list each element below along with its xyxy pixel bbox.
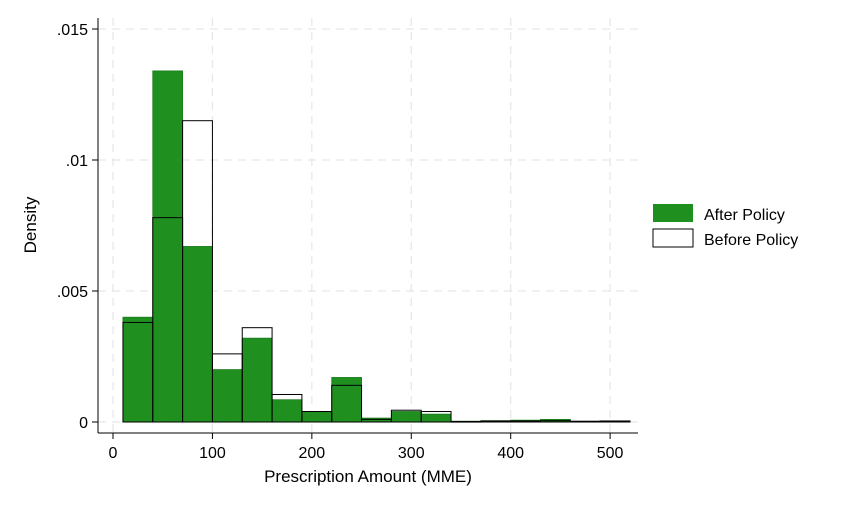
x-axis-label: Prescription Amount (MME) [264, 467, 472, 486]
after-policy-bar-0 [122, 316, 154, 423]
x-tick-label-1: 100 [199, 445, 226, 462]
after-policy-bar-2 [182, 246, 213, 423]
before-policy-bar-4 [241, 327, 273, 423]
before-policy-bar-10 [420, 411, 452, 423]
before-policy-bar-15 [569, 420, 601, 423]
x-axis-ticks: 0 100 200 300 400 500 [109, 433, 624, 462]
after-policy-bar-4 [241, 337, 273, 423]
x-tick-label-0: 0 [109, 445, 118, 462]
after-policy-bar-7 [331, 377, 362, 423]
y-tick-label-1: .005 [57, 284, 88, 301]
after-policy-bar-9 [390, 411, 422, 423]
after-policy-bar-5 [271, 399, 303, 423]
legend-label-before-policy: Before Policy [704, 232, 798, 249]
before-policy-bars [122, 120, 631, 423]
before-policy-bar-2 [182, 120, 213, 423]
y-tick-label-3: .015 [57, 22, 88, 39]
x-tick-label-5: 500 [597, 445, 624, 462]
x-tick-label-3: 300 [398, 445, 425, 462]
after-policy-bar-3 [212, 369, 243, 423]
y-tick-label-0: 0 [79, 415, 88, 432]
after-policy-bar-10 [420, 413, 452, 423]
after-policy-bar-1 [152, 70, 183, 423]
y-axis-ticks: 0 .005 .01 .015 [57, 22, 98, 432]
after-policy-bar-6 [301, 411, 333, 423]
before-policy-bar-5 [271, 393, 303, 423]
axes [97, 18, 638, 434]
y-tick-label-2: .01 [66, 153, 88, 170]
before-policy-bar-11 [450, 420, 482, 423]
x-tick-label-2: 200 [298, 445, 325, 462]
legend-label-after-policy: After Policy [704, 207, 785, 224]
x-tick-label-4: 400 [497, 445, 524, 462]
after-policy-bars [122, 70, 631, 423]
legend-swatch-before-policy [652, 228, 694, 248]
legend: After Policy Before Policy [652, 204, 798, 249]
y-axis-label: Density [21, 196, 40, 253]
before-policy-bar-16 [599, 420, 631, 423]
before-policy-bar-7 [331, 384, 363, 423]
after-policy-bar-8 [361, 417, 392, 423]
legend-swatch-after-policy [653, 204, 693, 222]
